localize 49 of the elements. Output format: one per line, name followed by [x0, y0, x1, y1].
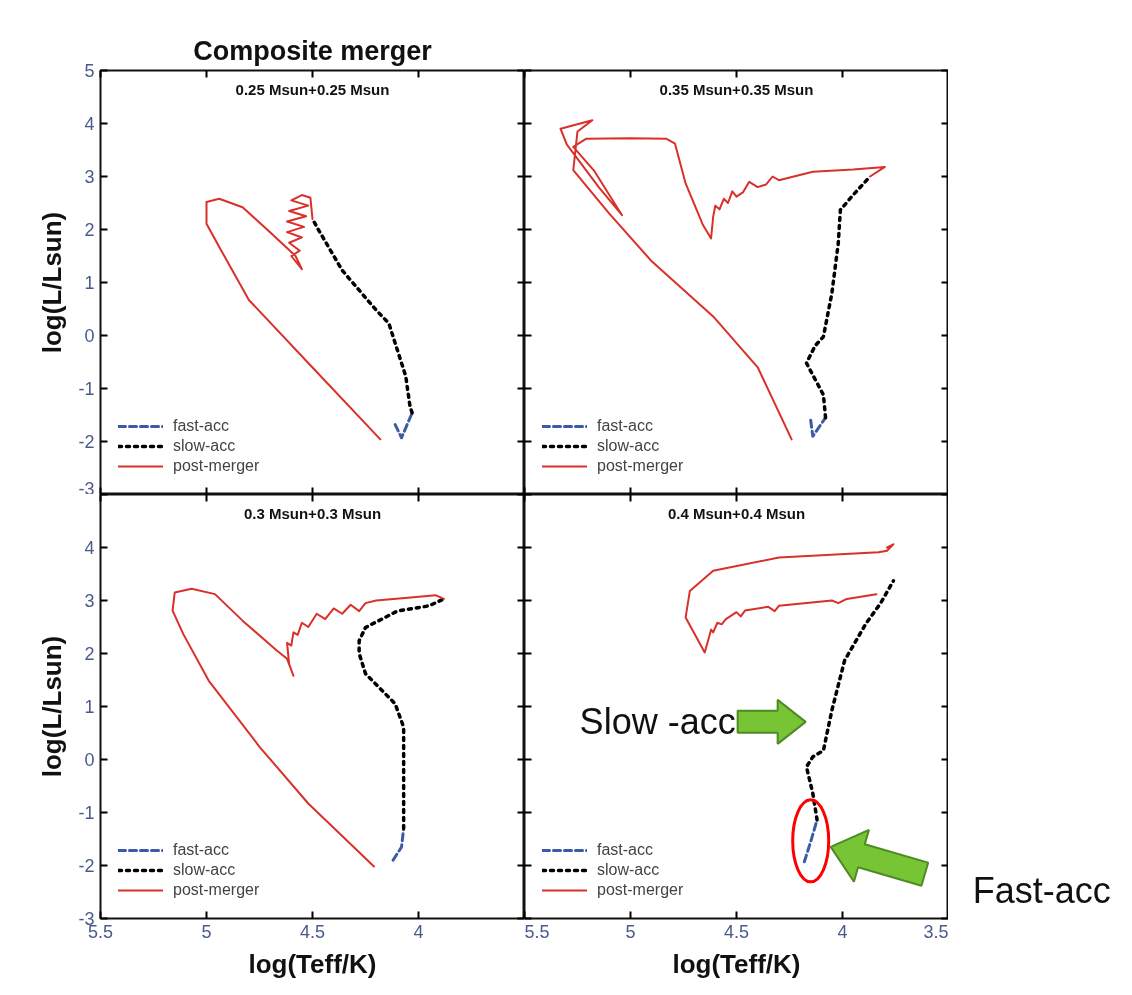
legend-label: slow-acc [173, 437, 236, 455]
text: 0.3 Msun+0.3 Msun [243, 505, 382, 523]
y-tick-label: 0 [84, 326, 95, 346]
x-tick-label: 5.5 [524, 921, 550, 942]
y-tick-label: 4 [84, 114, 95, 134]
legend-label: post-merger [597, 881, 684, 899]
text: 0.35 Msun+0.35 Msun [659, 81, 814, 99]
y-tick-label: -1 [78, 803, 95, 823]
x-tick-label: 5 [201, 921, 212, 942]
annotation: Slow -acc [579, 701, 736, 743]
y-tick-label: 0 [84, 750, 95, 770]
legend-label: fast-acc [173, 417, 230, 435]
legend-label: fast-acc [597, 841, 654, 859]
x-tick-label: 5 [625, 921, 636, 942]
y-tick-label: 2 [84, 220, 95, 240]
x-tick-label: 4 [837, 921, 848, 942]
y-axis-title: log(L/Lsun) [37, 211, 68, 354]
legend-label: slow-acc [597, 437, 660, 455]
y-tick-label: -2 [78, 856, 95, 876]
x-tick-label: 4.5 [299, 921, 326, 942]
y-tick-label: -1 [78, 379, 95, 399]
line-series [357, 597, 446, 831]
x-tick-label: 4.5 [723, 921, 750, 942]
y-tick-label: 2 [84, 644, 95, 664]
legend-label: fast-acc [173, 841, 230, 859]
y-tick-label: 1 [84, 273, 95, 293]
x-axis-title: log(Teff/K) [672, 948, 801, 979]
chart-title: Composite merger [193, 35, 433, 66]
legend-label: slow-acc [597, 861, 660, 879]
text: 0.4 Msun+0.4 Msun [667, 505, 806, 523]
line-series [310, 217, 414, 415]
x-tick-label: 3.5 [923, 921, 949, 942]
legend-label: post-merger [173, 457, 260, 475]
y-tick-label: 4 [84, 538, 95, 558]
y-tick-label: 3 [84, 167, 95, 187]
x-axis-title: log(Teff/K) [248, 948, 377, 979]
legend-label: post-merger [597, 457, 684, 475]
legend-label: fast-acc [597, 417, 654, 435]
y-tick-label: -3 [78, 478, 95, 499]
legend-label: post-merger [173, 881, 260, 899]
x-tick-label: 4 [413, 921, 424, 942]
text: Fast-acc [972, 870, 1111, 912]
legend-label: slow-acc [173, 861, 236, 879]
y-tick-label: 1 [84, 697, 95, 717]
text: 0.25 Msun+0.25 Msun [235, 81, 390, 99]
y-tick-label: 5 [84, 61, 95, 81]
y-axis-title: log(L/Lsun) [37, 635, 68, 778]
y-tick-label: -2 [78, 432, 95, 452]
y-tick-label: 3 [84, 591, 95, 611]
